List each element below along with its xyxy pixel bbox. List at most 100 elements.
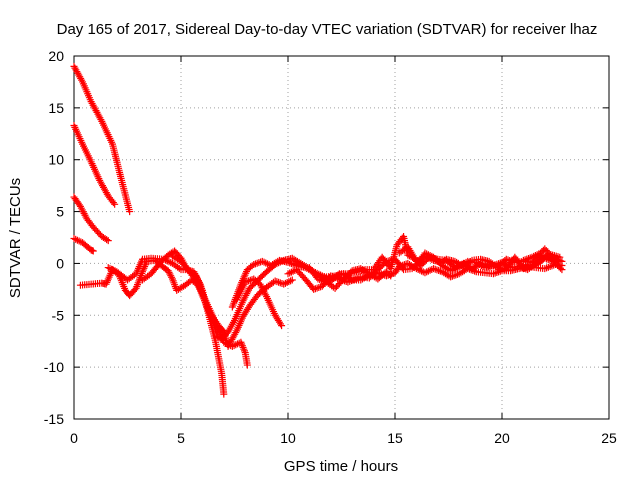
y-tick-label: 15 <box>48 100 64 116</box>
data-point <box>70 235 78 243</box>
data-point <box>313 284 321 292</box>
data-point <box>166 270 174 278</box>
data-point <box>525 254 533 262</box>
data-point <box>228 342 236 350</box>
data-point <box>311 285 319 293</box>
data-point <box>549 254 557 262</box>
data-point <box>530 261 538 269</box>
data-point <box>278 322 286 330</box>
data-point <box>447 273 455 281</box>
data-point <box>493 269 501 277</box>
y-tick-label: -10 <box>44 359 64 375</box>
data-point <box>287 268 295 276</box>
data-point <box>453 270 461 278</box>
data-point <box>102 280 110 288</box>
series-arc-1 <box>70 62 134 216</box>
data-point <box>450 265 458 273</box>
data-point <box>287 277 295 285</box>
data-point <box>230 342 238 350</box>
data-point <box>316 276 324 284</box>
y-tick-label: -15 <box>44 411 64 427</box>
data-point <box>104 264 112 272</box>
data-point <box>556 257 564 265</box>
data-point <box>283 279 291 287</box>
data-point <box>418 267 426 275</box>
data-point <box>447 267 455 275</box>
data-point <box>523 255 531 263</box>
data-point <box>317 276 325 284</box>
data-point <box>519 265 527 273</box>
series-arc-3 <box>70 193 112 245</box>
data-point <box>327 272 335 280</box>
data-point <box>329 272 337 280</box>
data-point <box>239 343 247 351</box>
data-point <box>521 256 529 264</box>
data-point <box>423 268 431 276</box>
data-point <box>103 236 111 244</box>
data-point <box>421 269 429 277</box>
data-point <box>426 255 434 263</box>
data-point <box>424 254 432 262</box>
data-point <box>284 270 292 278</box>
data-point <box>551 255 559 263</box>
data-point <box>126 208 134 216</box>
series-arc-12 <box>395 243 564 274</box>
data-point <box>248 276 256 284</box>
data-point <box>533 259 541 267</box>
x-tick-label: 25 <box>601 430 617 446</box>
y-tick-label: 0 <box>56 255 64 271</box>
data-point <box>104 277 112 285</box>
data-point <box>430 265 438 273</box>
data-point <box>284 258 292 266</box>
data-point <box>531 252 539 260</box>
data-point <box>310 285 318 293</box>
data-point <box>108 265 116 273</box>
data-point <box>240 347 248 355</box>
data-point <box>332 274 340 282</box>
data-point <box>220 338 228 346</box>
data-point <box>489 270 497 278</box>
x-axis-label: GPS time / hours <box>284 458 398 475</box>
data-point <box>450 272 458 280</box>
data-point <box>104 237 112 245</box>
data-point <box>73 236 81 244</box>
data-point <box>556 264 564 272</box>
data-point <box>315 283 323 291</box>
data-point <box>250 260 258 268</box>
data-point <box>106 264 114 272</box>
x-tick-label: 5 <box>177 430 185 446</box>
x-tick-label: 10 <box>280 430 296 446</box>
plot-frame <box>73 55 610 420</box>
data-point <box>523 263 531 271</box>
data-point <box>436 267 444 275</box>
series-arc-13 <box>305 264 395 292</box>
data-point <box>519 256 527 264</box>
data-point <box>525 263 533 271</box>
data-point <box>528 262 536 270</box>
data-point <box>398 264 406 272</box>
data-point <box>243 277 251 285</box>
data-point <box>103 278 111 286</box>
data-point <box>423 253 431 261</box>
data-point <box>492 262 500 270</box>
data-point <box>502 255 510 263</box>
data-point <box>271 277 279 285</box>
x-tick-label: 0 <box>70 430 78 446</box>
data-point <box>431 265 439 273</box>
data-point <box>491 269 499 277</box>
data-point <box>531 260 539 268</box>
data-point <box>287 260 295 268</box>
data-point <box>72 235 80 243</box>
data-point <box>428 255 436 263</box>
data-point <box>280 280 288 288</box>
grid <box>74 56 609 419</box>
data-point <box>452 271 460 279</box>
chart-title: Day 165 of 2017, Sidereal Day-to-day VTE… <box>57 21 598 38</box>
data-point <box>258 257 266 265</box>
data-point <box>530 252 538 260</box>
data-point <box>421 252 429 260</box>
series-arc-4 <box>70 235 97 255</box>
data-points <box>70 62 566 398</box>
data-point <box>260 258 268 266</box>
